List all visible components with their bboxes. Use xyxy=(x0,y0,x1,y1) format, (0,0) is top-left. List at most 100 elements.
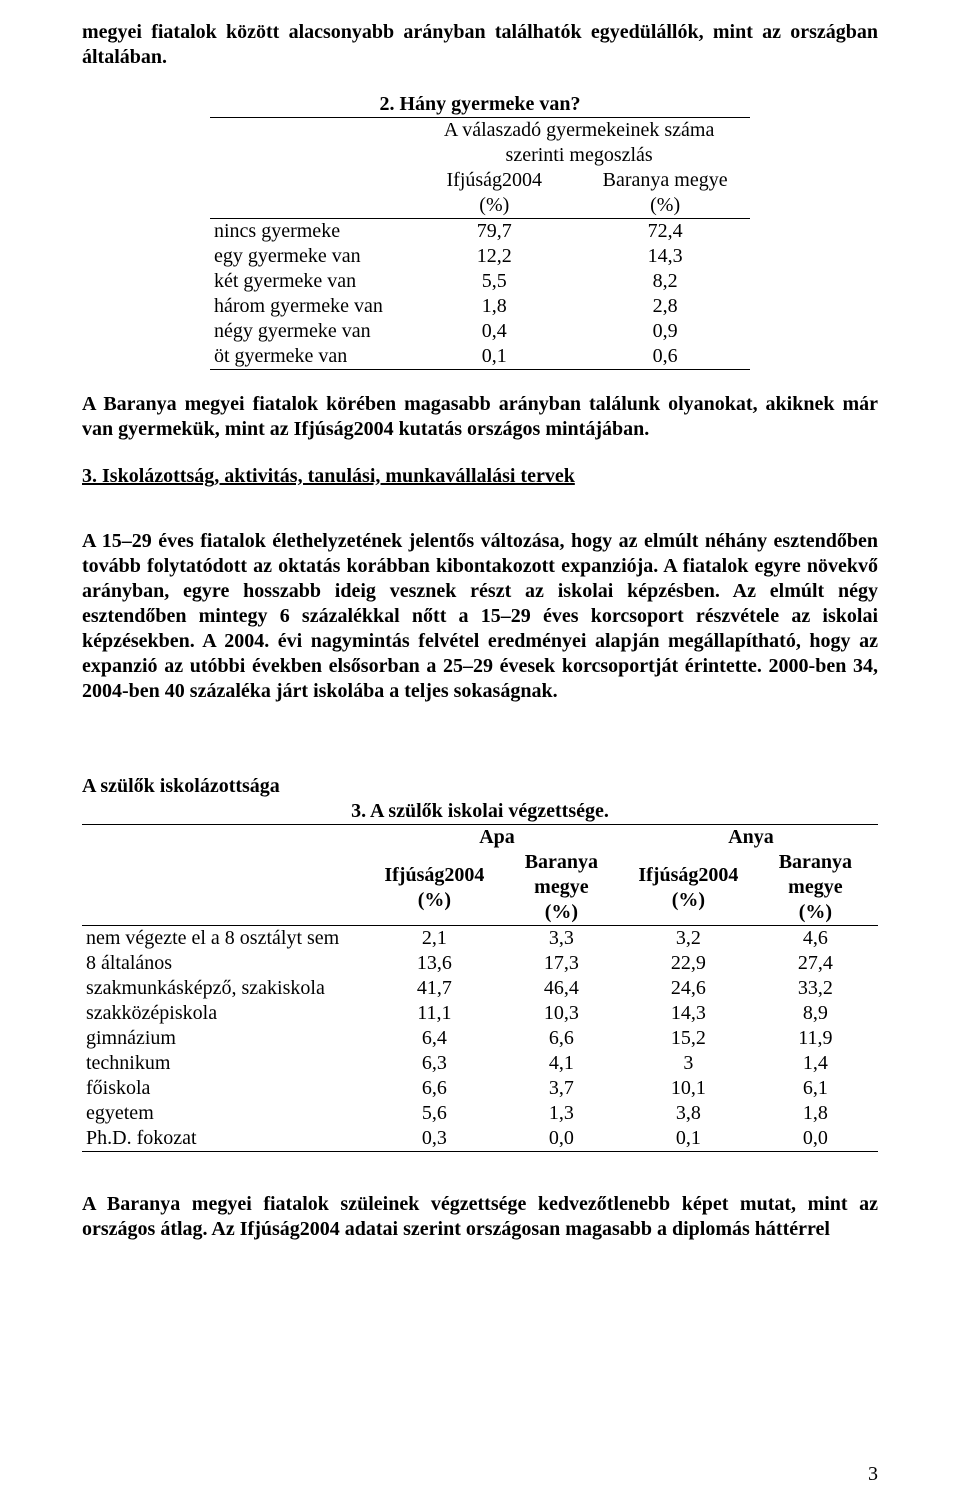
cell: 14,3 xyxy=(580,244,750,269)
table1-col2-top: Baranya megye xyxy=(580,168,750,193)
row-label: két gyermeke van xyxy=(210,269,408,294)
cell: 14,3 xyxy=(624,1001,753,1026)
table-row: nincs gyermeke 79,7 72,4 xyxy=(210,219,750,245)
cell: 11,1 xyxy=(370,1001,499,1026)
cell: 5,6 xyxy=(370,1101,499,1126)
table2-sub: Baranyamegye(%) xyxy=(753,850,878,926)
table-row: szakközépiskola 11,1 10,3 14,3 8,9 xyxy=(82,1001,878,1026)
cell: 2,8 xyxy=(580,294,750,319)
table1-caption: A válaszadó gyermekeinek száma szerinti … xyxy=(408,118,750,169)
cell: 33,2 xyxy=(753,976,878,1001)
cell: 41,7 xyxy=(370,976,499,1001)
table-row: technikum 6,3 4,1 3 1,4 xyxy=(82,1051,878,1076)
cell: 0,0 xyxy=(753,1126,878,1152)
table-row: öt gyermeke van 0,1 0,6 xyxy=(210,344,750,370)
parents-heading: A szülők iskolázottsága xyxy=(82,774,878,799)
cell: 3 xyxy=(624,1051,753,1076)
table2-sub: Ifjúság2004(%) xyxy=(624,850,753,926)
intro-paragraph: megyei fiatalok között alacsonyabb arány… xyxy=(82,20,878,70)
table-row: három gyermeke van 1,8 2,8 xyxy=(210,294,750,319)
cell: 13,6 xyxy=(370,951,499,976)
row-label: szakközépiskola xyxy=(82,1001,370,1026)
table-parents-education: Apa Anya Ifjúság2004(%) Baranyamegye(%) … xyxy=(82,824,878,1152)
cell: 0,6 xyxy=(580,344,750,370)
cell: 11,9 xyxy=(753,1026,878,1051)
table-row: főiskola 6,6 3,7 10,1 6,1 xyxy=(82,1076,878,1101)
table-children-distribution: A válaszadó gyermekeinek száma szerinti … xyxy=(210,117,750,370)
table-row: két gyermeke van 5,5 8,2 xyxy=(210,269,750,294)
row-label: egy gyermeke van xyxy=(210,244,408,269)
cell: 72,4 xyxy=(580,219,750,245)
cell: 12,2 xyxy=(408,244,580,269)
section-3-heading: 3. Iskolázottság, aktivitás, tanulási, m… xyxy=(82,464,878,489)
table2-group-apa: Apa xyxy=(370,825,624,851)
cell: 79,7 xyxy=(408,219,580,245)
row-label: szakmunkásképző, szakiskola xyxy=(82,976,370,1001)
cell: 8,9 xyxy=(753,1001,878,1026)
cell: 17,3 xyxy=(499,951,624,976)
row-label: főiskola xyxy=(82,1076,370,1101)
cell: 3,8 xyxy=(624,1101,753,1126)
paragraph-after-table1: A Baranya megyei fiatalok körében magasa… xyxy=(82,392,878,442)
section-3-body: A 15–29 éves fiatalok élethelyzetének je… xyxy=(82,529,878,704)
cell: 1,3 xyxy=(499,1101,624,1126)
cell: 1,8 xyxy=(408,294,580,319)
cell: 10,1 xyxy=(624,1076,753,1101)
table-row: gimnázium 6,4 6,6 15,2 11,9 xyxy=(82,1026,878,1051)
cell: 15,2 xyxy=(624,1026,753,1051)
table1-col2-bot: (%) xyxy=(580,193,750,219)
row-label: 8 általános xyxy=(82,951,370,976)
cell: 0,3 xyxy=(370,1126,499,1152)
table-row: 8 általános 13,6 17,3 22,9 27,4 xyxy=(82,951,878,976)
cell: 1,4 xyxy=(753,1051,878,1076)
cell: 6,6 xyxy=(499,1026,624,1051)
table2-sub: Ifjúság2004(%) xyxy=(370,850,499,926)
table-row: szakmunkásképző, szakiskola 41,7 46,4 24… xyxy=(82,976,878,1001)
row-label: négy gyermeke van xyxy=(210,319,408,344)
cell: 3,2 xyxy=(624,926,753,952)
cell: 2,1 xyxy=(370,926,499,952)
cell: 1,8 xyxy=(753,1101,878,1126)
cell: 0,9 xyxy=(580,319,750,344)
table-row: nem végezte el a 8 osztályt sem 2,1 3,3 … xyxy=(82,926,878,952)
table2-caption: 3. A szülők iskolai végzettsége. xyxy=(82,799,878,824)
question-2-title: 2. Hány gyermeke van? xyxy=(82,92,878,117)
cell: 0,0 xyxy=(499,1126,624,1152)
table-row: Ph.D. fokozat 0,3 0,0 0,1 0,0 xyxy=(82,1126,878,1152)
row-label: Ph.D. fokozat xyxy=(82,1126,370,1152)
page: megyei fiatalok között alacsonyabb arány… xyxy=(0,0,960,1511)
cell: 46,4 xyxy=(499,976,624,1001)
table-row: egyetem 5,6 1,3 3,8 1,8 xyxy=(82,1101,878,1126)
cell: 6,1 xyxy=(753,1076,878,1101)
closing-paragraph: A Baranya megyei fiatalok szüleinek végz… xyxy=(82,1192,878,1242)
cell: 3,7 xyxy=(499,1076,624,1101)
cell: 5,5 xyxy=(408,269,580,294)
table1-col1-bot: (%) xyxy=(408,193,580,219)
row-label: technikum xyxy=(82,1051,370,1076)
table1-col1-top: Ifjúság2004 xyxy=(408,168,580,193)
row-label: három gyermeke van xyxy=(210,294,408,319)
page-number: 3 xyxy=(868,1462,878,1487)
row-label: öt gyermeke van xyxy=(210,344,408,370)
cell: 6,6 xyxy=(370,1076,499,1101)
table-row: egy gyermeke van 12,2 14,3 xyxy=(210,244,750,269)
cell: 0,4 xyxy=(408,319,580,344)
cell: 22,9 xyxy=(624,951,753,976)
cell: 27,4 xyxy=(753,951,878,976)
cell: 3,3 xyxy=(499,926,624,952)
table2-group-anya: Anya xyxy=(624,825,878,851)
cell: 4,1 xyxy=(499,1051,624,1076)
row-label: nincs gyermeke xyxy=(210,219,408,245)
row-label: egyetem xyxy=(82,1101,370,1126)
cell: 10,3 xyxy=(499,1001,624,1026)
cell: 8,2 xyxy=(580,269,750,294)
cell: 6,3 xyxy=(370,1051,499,1076)
row-label: nem végezte el a 8 osztályt sem xyxy=(82,926,370,952)
cell: 0,1 xyxy=(624,1126,753,1152)
table2-sub: Baranyamegye(%) xyxy=(499,850,624,926)
cell: 4,6 xyxy=(753,926,878,952)
table-row: négy gyermeke van 0,4 0,9 xyxy=(210,319,750,344)
cell: 24,6 xyxy=(624,976,753,1001)
cell: 6,4 xyxy=(370,1026,499,1051)
cell: 0,1 xyxy=(408,344,580,370)
